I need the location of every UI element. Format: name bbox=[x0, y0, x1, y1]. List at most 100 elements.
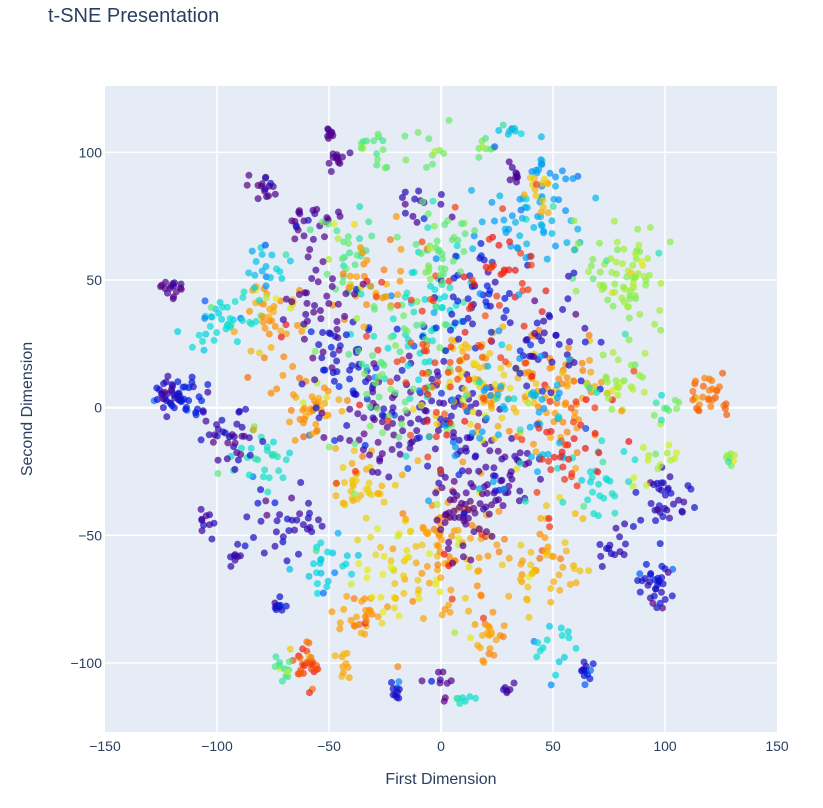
data-point bbox=[545, 457, 553, 465]
data-point bbox=[391, 594, 399, 602]
data-point bbox=[510, 404, 518, 412]
data-point bbox=[451, 629, 459, 637]
data-point bbox=[261, 324, 269, 332]
data-point bbox=[544, 209, 552, 217]
data-point bbox=[262, 173, 270, 181]
data-point bbox=[434, 427, 442, 434]
data-point bbox=[344, 233, 352, 241]
data-point bbox=[288, 217, 296, 225]
data-point bbox=[425, 267, 432, 275]
data-point bbox=[470, 232, 478, 240]
data-point bbox=[478, 353, 486, 361]
data-point bbox=[400, 572, 407, 580]
data-point bbox=[545, 311, 553, 319]
data-point bbox=[401, 200, 409, 208]
data-point bbox=[620, 448, 628, 455]
data-point bbox=[365, 479, 373, 487]
data-point bbox=[636, 570, 644, 578]
data-point bbox=[352, 391, 360, 398]
data-point bbox=[557, 624, 565, 632]
data-point bbox=[350, 490, 358, 498]
data-point bbox=[407, 431, 414, 439]
data-point bbox=[218, 416, 226, 424]
data-point bbox=[418, 238, 426, 246]
data-point bbox=[396, 277, 404, 285]
data-point bbox=[282, 456, 290, 464]
data-point bbox=[263, 511, 271, 519]
data-point bbox=[357, 491, 365, 499]
data-point bbox=[502, 229, 510, 236]
data-point bbox=[323, 583, 331, 591]
data-point bbox=[505, 290, 513, 297]
data-point bbox=[440, 550, 448, 558]
data-point bbox=[238, 423, 246, 431]
data-point bbox=[545, 515, 553, 522]
data-point bbox=[260, 354, 268, 362]
data-point bbox=[306, 226, 314, 234]
data-point bbox=[425, 433, 433, 441]
data-point bbox=[331, 332, 339, 340]
data-point bbox=[470, 359, 478, 367]
data-point bbox=[268, 251, 276, 259]
data-point bbox=[533, 653, 541, 661]
data-point bbox=[175, 389, 183, 397]
data-point bbox=[432, 255, 440, 263]
data-point bbox=[177, 280, 185, 288]
data-point bbox=[657, 416, 665, 424]
data-point bbox=[380, 266, 388, 274]
data-point bbox=[169, 382, 177, 390]
data-point bbox=[400, 312, 408, 320]
data-point bbox=[432, 302, 440, 310]
data-point bbox=[377, 593, 385, 601]
data-point bbox=[359, 452, 367, 460]
data-point bbox=[487, 337, 495, 344]
data-point bbox=[271, 190, 279, 198]
data-point bbox=[495, 301, 503, 309]
data-point bbox=[477, 240, 485, 247]
x-tick-label: 150 bbox=[765, 738, 789, 754]
data-point bbox=[332, 444, 340, 452]
data-point bbox=[294, 322, 301, 329]
data-point bbox=[607, 255, 615, 263]
data-point bbox=[432, 433, 440, 441]
data-point bbox=[443, 321, 451, 329]
data-point bbox=[340, 650, 347, 658]
data-point bbox=[236, 407, 243, 415]
data-point bbox=[185, 397, 193, 404]
data-point bbox=[655, 249, 663, 257]
data-point bbox=[241, 542, 249, 550]
data-point bbox=[286, 449, 294, 457]
data-point bbox=[657, 326, 665, 334]
data-point bbox=[643, 481, 650, 489]
data-point bbox=[434, 378, 442, 386]
data-point bbox=[312, 665, 320, 673]
data-point bbox=[465, 467, 473, 475]
data-point bbox=[619, 260, 626, 268]
data-point bbox=[616, 548, 624, 556]
data-point bbox=[346, 272, 354, 280]
data-point bbox=[518, 436, 526, 444]
data-point bbox=[418, 541, 426, 549]
data-point bbox=[286, 645, 294, 653]
data-point bbox=[631, 273, 639, 281]
data-point bbox=[407, 527, 414, 535]
data-point bbox=[516, 449, 524, 457]
data-point bbox=[389, 315, 397, 323]
data-point bbox=[441, 519, 449, 526]
data-point bbox=[386, 236, 394, 244]
data-point bbox=[288, 494, 296, 502]
data-point bbox=[446, 383, 454, 391]
data-point bbox=[500, 314, 508, 322]
data-point bbox=[565, 272, 572, 280]
data-point bbox=[455, 365, 463, 373]
data-point bbox=[307, 328, 315, 336]
data-point bbox=[518, 279, 526, 287]
data-point bbox=[442, 510, 450, 518]
data-point bbox=[621, 330, 629, 338]
data-point bbox=[476, 500, 484, 508]
data-point bbox=[505, 554, 513, 562]
data-point bbox=[399, 427, 407, 435]
data-point bbox=[461, 385, 469, 393]
data-point bbox=[527, 252, 535, 260]
data-point bbox=[432, 408, 440, 416]
